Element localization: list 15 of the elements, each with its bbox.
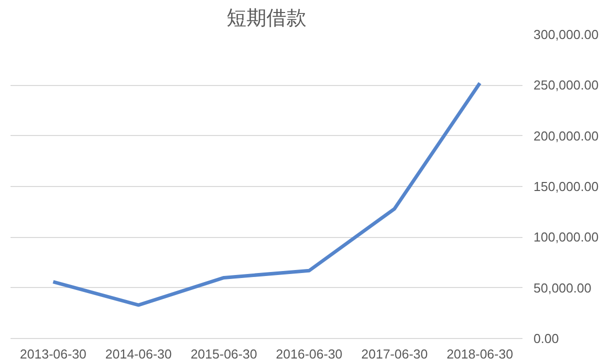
- y-tick-label: 50,000.00: [534, 280, 592, 296]
- x-tick-label: 2018-06-30: [446, 346, 514, 361]
- y-tick-label: 250,000.00: [534, 78, 599, 93]
- x-tick-label: 2015-06-30: [190, 346, 258, 361]
- y-tick-label: 150,000.00: [534, 179, 599, 194]
- line-series: [51, 81, 482, 307]
- x-tick-label: 2013-06-30: [20, 346, 86, 361]
- x-tick-label: 2016-06-30: [276, 346, 342, 361]
- x-tick-label: 2017-06-30: [361, 346, 428, 361]
- y-tick-label: 0.00: [534, 331, 559, 346]
- y-tick-label: 300,000.00: [534, 27, 599, 42]
- y-tick-label: 200,000.00: [534, 128, 599, 144]
- y-tick-label: 100,000.00: [534, 230, 599, 245]
- x-tick-label: 2014-06-30: [105, 346, 172, 361]
- chart-title: 短期借款: [226, 8, 306, 30]
